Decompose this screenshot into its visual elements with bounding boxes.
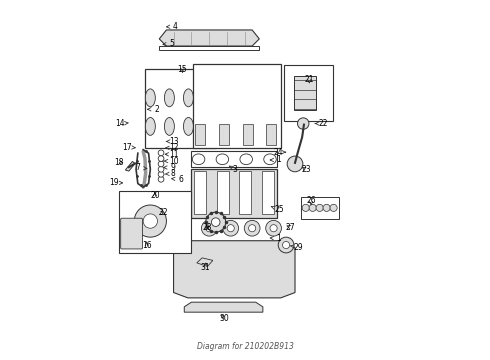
Circle shape xyxy=(297,118,309,129)
Text: 18: 18 xyxy=(115,158,124,167)
Bar xyxy=(262,171,274,214)
Text: 9: 9 xyxy=(164,163,175,172)
Text: 3: 3 xyxy=(229,165,238,174)
FancyBboxPatch shape xyxy=(192,169,277,217)
Circle shape xyxy=(206,212,226,232)
Bar xyxy=(294,76,316,111)
Text: 30: 30 xyxy=(220,314,229,323)
Bar xyxy=(194,171,206,214)
Ellipse shape xyxy=(264,154,276,165)
Polygon shape xyxy=(159,30,259,46)
Text: 8: 8 xyxy=(165,169,175,178)
Text: 25: 25 xyxy=(271,205,284,214)
Text: 17: 17 xyxy=(122,143,135,152)
Circle shape xyxy=(302,204,309,211)
Polygon shape xyxy=(159,46,259,50)
Bar xyxy=(195,123,205,145)
Circle shape xyxy=(211,218,220,226)
Circle shape xyxy=(245,220,260,236)
Ellipse shape xyxy=(183,117,194,135)
Circle shape xyxy=(227,225,234,232)
FancyBboxPatch shape xyxy=(121,218,143,249)
Text: 6: 6 xyxy=(172,175,183,184)
Circle shape xyxy=(270,225,277,232)
Text: 28: 28 xyxy=(202,222,212,231)
Text: 24: 24 xyxy=(273,148,286,157)
Text: 10: 10 xyxy=(164,157,179,166)
Text: 19: 19 xyxy=(109,178,122,187)
Circle shape xyxy=(158,161,164,167)
Circle shape xyxy=(266,220,281,236)
Text: 5: 5 xyxy=(163,39,174,48)
Ellipse shape xyxy=(240,154,252,165)
Circle shape xyxy=(283,242,290,249)
Text: 11: 11 xyxy=(165,150,179,159)
Ellipse shape xyxy=(146,117,155,135)
Circle shape xyxy=(223,220,239,236)
Ellipse shape xyxy=(164,89,174,107)
Text: 2: 2 xyxy=(147,105,159,114)
FancyBboxPatch shape xyxy=(145,69,217,148)
Text: 20: 20 xyxy=(150,190,160,199)
Bar xyxy=(243,123,253,145)
Text: 13: 13 xyxy=(167,137,179,146)
Text: 32: 32 xyxy=(158,208,168,217)
Circle shape xyxy=(248,225,256,232)
Ellipse shape xyxy=(202,89,213,107)
Ellipse shape xyxy=(192,154,205,165)
Text: 29: 29 xyxy=(291,243,303,252)
Text: 26: 26 xyxy=(306,196,316,205)
FancyBboxPatch shape xyxy=(119,191,192,253)
Circle shape xyxy=(206,225,213,232)
Polygon shape xyxy=(125,161,135,171)
Circle shape xyxy=(287,156,303,172)
Text: 27: 27 xyxy=(286,222,295,231)
Circle shape xyxy=(278,237,294,253)
Text: 7: 7 xyxy=(135,163,147,172)
Text: 15: 15 xyxy=(178,65,187,74)
Circle shape xyxy=(158,176,164,182)
Text: 31: 31 xyxy=(201,263,211,272)
Circle shape xyxy=(158,150,164,156)
Bar xyxy=(217,171,229,214)
Text: 1: 1 xyxy=(270,156,281,165)
Circle shape xyxy=(316,204,323,211)
Text: 1: 1 xyxy=(270,234,281,243)
FancyBboxPatch shape xyxy=(301,197,339,219)
Ellipse shape xyxy=(164,117,174,135)
Text: 14: 14 xyxy=(115,119,128,128)
Ellipse shape xyxy=(202,117,213,135)
Circle shape xyxy=(323,204,330,211)
Text: 16: 16 xyxy=(142,240,151,249)
Bar xyxy=(267,123,276,145)
Text: Diagram for 210202B913: Diagram for 210202B913 xyxy=(196,342,294,351)
Circle shape xyxy=(143,214,157,228)
Circle shape xyxy=(158,166,164,172)
Ellipse shape xyxy=(216,154,229,165)
FancyBboxPatch shape xyxy=(284,65,333,121)
FancyBboxPatch shape xyxy=(192,152,277,167)
Text: 12: 12 xyxy=(166,143,179,152)
Ellipse shape xyxy=(183,89,194,107)
Ellipse shape xyxy=(146,89,155,107)
Circle shape xyxy=(201,220,217,236)
Text: 21: 21 xyxy=(305,75,314,84)
Circle shape xyxy=(309,204,316,211)
Text: 4: 4 xyxy=(167,22,178,31)
Bar xyxy=(239,171,251,214)
Circle shape xyxy=(330,204,337,211)
Circle shape xyxy=(158,156,164,161)
Text: 22: 22 xyxy=(315,119,328,128)
Text: 23: 23 xyxy=(302,166,311,175)
FancyBboxPatch shape xyxy=(193,64,281,148)
Polygon shape xyxy=(173,241,295,298)
Bar xyxy=(219,123,229,145)
Polygon shape xyxy=(184,302,263,312)
Circle shape xyxy=(134,205,167,237)
Polygon shape xyxy=(197,258,213,266)
Circle shape xyxy=(158,171,164,177)
